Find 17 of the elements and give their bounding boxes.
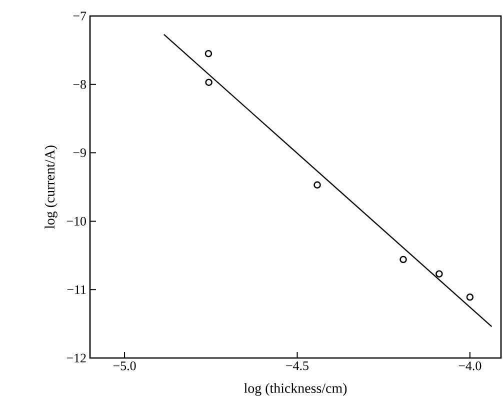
point	[466, 293, 474, 301]
point	[314, 181, 321, 189]
x-tick-label: −4.0	[458, 362, 482, 370]
y-tick-label: −9	[73, 148, 86, 158]
point	[436, 270, 443, 278]
y-tick-label: −12	[66, 354, 86, 362]
y-tick-label: −7	[73, 12, 86, 20]
y-tick-label: −11	[67, 285, 86, 294]
point	[204, 50, 212, 58]
x-axis-title: log (thickness/cm)	[244, 383, 347, 396]
y-tick-label: −10	[66, 216, 86, 226]
y-tick-label: −8	[73, 80, 86, 89]
point	[400, 256, 407, 264]
y-axis-title: log (current/A)	[44, 146, 58, 229]
x-tick-label: −4.5	[286, 362, 308, 370]
x-tick-label: −5.0	[113, 362, 136, 370]
point	[205, 78, 212, 86]
